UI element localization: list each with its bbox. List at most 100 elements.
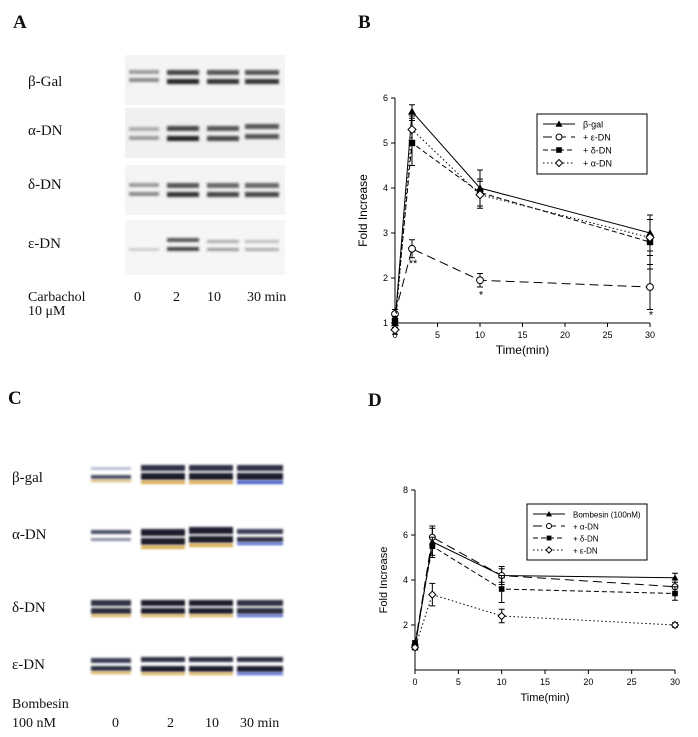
panel-b-letter: B	[358, 12, 371, 33]
blot-a-band	[167, 183, 199, 188]
panel-c-row-label: α-DN	[12, 527, 47, 543]
panel-c-treatment-dose: 100 nM	[12, 716, 56, 731]
x-tick-label: 0	[412, 677, 417, 687]
y-tick-label: 5	[383, 138, 388, 148]
blot-a-band	[245, 240, 279, 243]
data-point-circle	[555, 133, 563, 141]
blot-c-band	[91, 480, 131, 482]
blot-a-band	[129, 183, 159, 187]
significance-annotation: **	[409, 258, 418, 270]
data-point-diamond	[545, 546, 553, 554]
blot-c-band	[237, 600, 283, 606]
blot-c-band	[91, 475, 131, 479]
blot-c-band	[91, 608, 131, 614]
blot-c-band	[91, 530, 131, 534]
data-point-triangle	[546, 511, 552, 517]
data-point-diamond	[410, 643, 420, 652]
blot-c-band	[237, 473, 283, 480]
x-tick-label: 10	[497, 677, 507, 687]
panel-a-lane-label: 10	[207, 290, 221, 305]
blot-c-band	[141, 673, 185, 675]
data-point-diamond	[670, 620, 680, 630]
data-point-circle	[408, 244, 416, 253]
panel-d-letter: D	[368, 390, 382, 411]
blot-a-band	[167, 79, 199, 84]
panel-a-western-blot	[125, 55, 285, 275]
series-4	[390, 115, 655, 335]
blot-a-band	[207, 240, 239, 243]
panel-c-lane-label: 2	[167, 716, 174, 731]
blot-c-band	[237, 543, 283, 545]
y-axis-label: Fold Increase	[378, 547, 390, 614]
blot-a-band	[245, 192, 279, 197]
series-4	[410, 582, 680, 652]
blot-c-band	[91, 467, 131, 470]
blot-a-band	[245, 70, 279, 75]
series-line	[414, 545, 676, 644]
x-axis-label: Time(min)	[520, 692, 569, 704]
series-line	[414, 536, 676, 646]
panel-a-lane-label: 0	[134, 290, 141, 305]
blot-c-band	[189, 527, 233, 534]
blot-c-band	[91, 615, 131, 617]
blot-a-band	[245, 248, 279, 251]
x-tick-label: 20	[560, 330, 570, 340]
data-point-square	[556, 147, 562, 153]
panel-c-row-label: β-gal	[12, 470, 43, 486]
blot-c-band	[237, 608, 283, 614]
blot-c-band	[237, 666, 283, 672]
panel-c-letter: C	[8, 388, 22, 409]
blot-a-band	[207, 79, 239, 84]
data-point-square	[429, 543, 436, 550]
data-point-diamond	[407, 124, 417, 135]
blot-a-band	[167, 70, 199, 75]
legend-entry-label: + ε-DN	[573, 547, 598, 556]
blot-c-band	[237, 537, 283, 542]
data-point-triangle	[671, 574, 679, 581]
chart-legend: Bombesin (100nM) + α-DN + δ-DN + ε-DN	[526, 503, 648, 561]
panel-c-western-blot	[91, 465, 283, 675]
blot-a-band	[207, 70, 239, 75]
panel-a-row-label: β-Gal	[28, 74, 63, 90]
panel-a-lane-label: 30 min	[247, 290, 287, 305]
blot-a-strip-2	[125, 108, 285, 158]
panel-c-lane-label: 10	[205, 716, 219, 731]
blot-c-band	[141, 473, 185, 480]
legend-entry-label: β-gal	[583, 120, 603, 130]
blot-a-band	[245, 134, 279, 139]
legend-entry-label: + δ-DN	[583, 146, 612, 156]
blot-a-band	[167, 192, 199, 197]
blot-a-strip-4	[125, 220, 285, 275]
series-line	[394, 110, 651, 324]
data-point-square	[672, 590, 678, 597]
chart-legend: β-gal + ε-DN + δ-DN + α-DN	[536, 113, 648, 175]
blot-a-band	[245, 124, 279, 129]
blot-a-band	[167, 126, 199, 131]
panel-c-lane-label: 0	[112, 716, 119, 731]
y-tick-label: 8	[403, 485, 408, 495]
x-tick-label: 5	[456, 677, 461, 687]
blot-a-band	[207, 248, 239, 251]
blot-c-band	[91, 672, 131, 674]
legend-entry-label: + α-DN	[573, 523, 599, 532]
blot-a-band	[129, 127, 159, 131]
legend-entry-label: + δ-DN	[573, 535, 599, 544]
panel-c-lane-label: 30 min	[240, 716, 280, 731]
x-tick-label: 15	[517, 330, 527, 340]
data-point-diamond	[554, 158, 564, 168]
blot-c-band	[189, 608, 233, 614]
blot-c-band	[189, 481, 233, 484]
blot-a-band	[129, 136, 159, 140]
y-tick-label: 4	[403, 575, 408, 585]
y-tick-label: 6	[383, 93, 388, 103]
blot-a-band	[129, 78, 159, 82]
data-point-square	[498, 586, 505, 592]
blot-c-band	[189, 544, 233, 547]
panel-a-treatment-dose: 10 μM	[28, 304, 66, 319]
panel-a-treatment: Carbachol	[28, 290, 86, 305]
series-line	[394, 142, 651, 321]
series-line	[394, 128, 651, 330]
panel-d-line-chart: 0 5 10 15 20 25 30 2 4 6 8 Time(min) Fold Increase Bo…	[378, 485, 680, 704]
blot-a-band	[245, 79, 279, 84]
legend-entry-label: + ε-DN	[583, 133, 611, 143]
